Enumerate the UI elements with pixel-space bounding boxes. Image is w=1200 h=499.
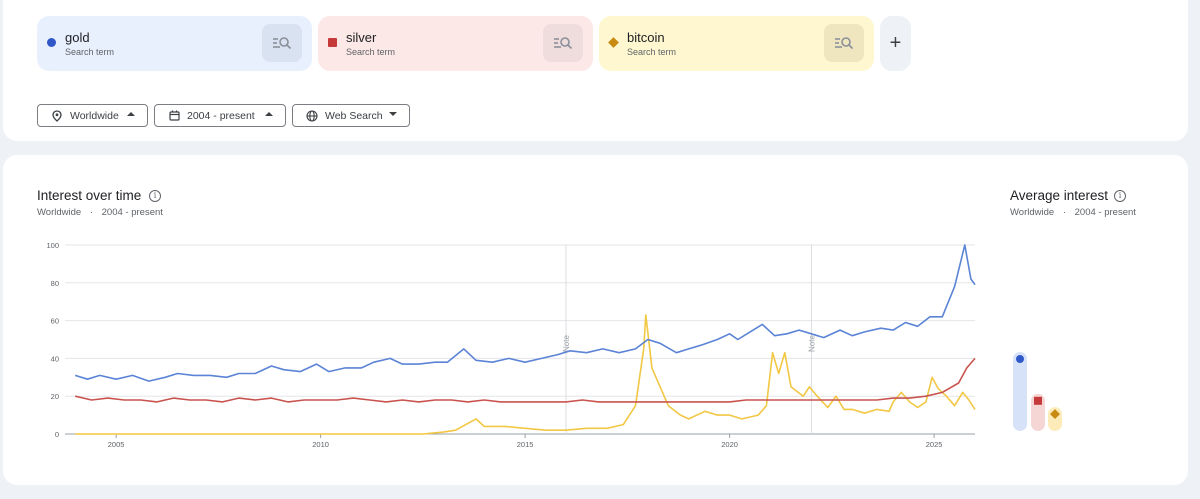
time-range-filter[interactable]: 2004 - present bbox=[154, 104, 286, 127]
search-term-type: Search term bbox=[346, 47, 396, 57]
silver-color-marker bbox=[328, 38, 337, 47]
y-tick-label: 100 bbox=[46, 241, 59, 250]
calendar-icon bbox=[167, 109, 181, 123]
x-tick-label: 2025 bbox=[926, 440, 943, 449]
region-filter[interactable]: Worldwide bbox=[37, 104, 148, 127]
search-term-name: gold bbox=[65, 30, 90, 45]
subtitle-period: 2004 - present bbox=[101, 207, 163, 218]
x-tick-label: 2010 bbox=[312, 440, 329, 449]
caret-down-icon bbox=[389, 112, 397, 116]
search-term-type: Search term bbox=[65, 47, 115, 57]
time-range-filter-label: 2004 - present bbox=[187, 109, 255, 122]
y-tick-label: 40 bbox=[51, 354, 59, 363]
caret-up-icon bbox=[127, 112, 135, 116]
average-interest-title: Average interest bbox=[1010, 188, 1109, 203]
x-tick-label: 2005 bbox=[108, 440, 125, 449]
search-term-name: silver bbox=[346, 30, 377, 45]
average-interest-subtitle: Worldwide · 2004 - present bbox=[1010, 207, 1136, 218]
subtitle-separator: · bbox=[1062, 207, 1066, 218]
x-tick-label: 2020 bbox=[721, 440, 738, 449]
note-label: Note bbox=[807, 335, 816, 352]
note-label: Note bbox=[562, 335, 571, 352]
y-tick-label: 0 bbox=[55, 430, 59, 439]
y-tick-label: 20 bbox=[51, 392, 59, 401]
series-line-silver bbox=[75, 357, 976, 403]
series-line-bitcoin bbox=[75, 314, 976, 435]
subtitle-period: 2004 - present bbox=[1074, 207, 1136, 218]
average-bar-gold bbox=[1013, 352, 1027, 431]
compare-search-button[interactable] bbox=[824, 24, 864, 62]
search-term-bitcoin[interactable]: bitcoin Search term bbox=[599, 16, 874, 71]
average-marker-gold bbox=[1016, 355, 1024, 363]
series-line-gold bbox=[74, 244, 976, 382]
y-tick-label: 60 bbox=[51, 317, 59, 326]
info-icon[interactable]: i bbox=[1114, 190, 1126, 202]
average-interest-chart bbox=[1013, 352, 1062, 431]
average-marker-bitcoin bbox=[1050, 409, 1060, 420]
info-icon[interactable]: i bbox=[149, 190, 161, 202]
search-term-silver[interactable]: silver Search term bbox=[318, 16, 593, 71]
globe-icon bbox=[305, 109, 319, 123]
search-list-icon bbox=[554, 37, 573, 50]
y-tick-label: 80 bbox=[51, 279, 59, 288]
search-term-type: Search term bbox=[627, 47, 677, 57]
average-marker-silver bbox=[1034, 396, 1042, 405]
interest-chart-panel: Interest over time i Worldwide · 2004 - … bbox=[3, 155, 1188, 485]
interest-over-time-title: Interest over time bbox=[37, 188, 142, 203]
search-terms-panel: gold Search term silver Search term bitc… bbox=[3, 0, 1188, 141]
search-property-filter-label: Web Search bbox=[325, 109, 383, 122]
search-property-filter[interactable]: Web Search bbox=[292, 104, 410, 127]
subtitle-region: Worldwide bbox=[1010, 207, 1055, 218]
search-list-icon bbox=[273, 37, 292, 50]
interest-line-chart[interactable]: 0 20 40 60 80 100 2005 2010 2015 2020 2025 Note Note bbox=[3, 155, 1003, 485]
compare-search-button[interactable] bbox=[262, 24, 302, 62]
subtitle-region: Worldwide bbox=[37, 207, 82, 218]
search-list-icon bbox=[835, 37, 854, 50]
caret-up-icon bbox=[265, 112, 273, 116]
location-pin-icon bbox=[50, 109, 64, 123]
gold-color-marker bbox=[47, 38, 56, 47]
subtitle-separator: · bbox=[89, 207, 93, 218]
add-comparison-button[interactable]: + bbox=[880, 16, 911, 71]
interest-over-time-subtitle: Worldwide · 2004 - present bbox=[37, 207, 163, 218]
search-term-gold[interactable]: gold Search term bbox=[37, 16, 312, 71]
compare-search-button[interactable] bbox=[543, 24, 583, 62]
x-tick-label: 2015 bbox=[517, 440, 534, 449]
region-filter-label: Worldwide bbox=[70, 109, 119, 122]
bitcoin-color-marker bbox=[608, 37, 619, 48]
search-term-name: bitcoin bbox=[627, 30, 665, 45]
